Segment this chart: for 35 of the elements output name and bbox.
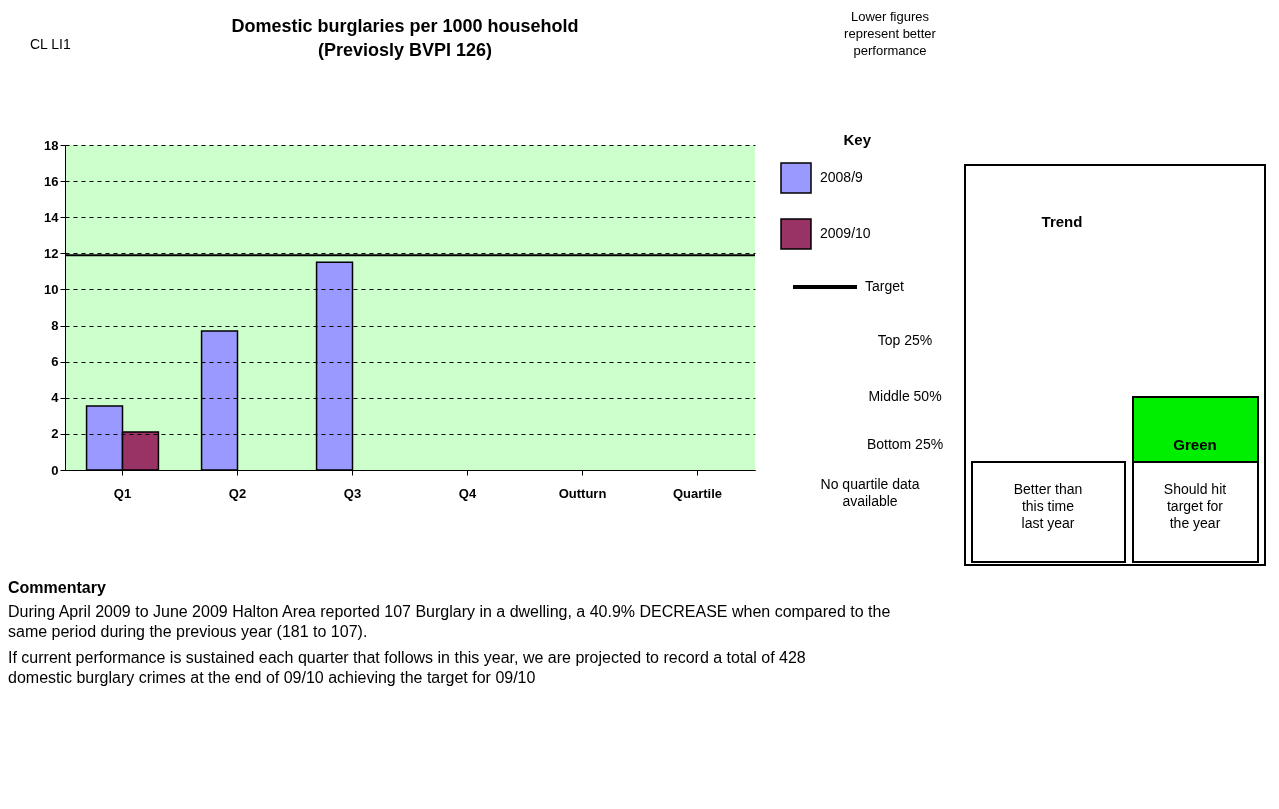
legend-label: Target bbox=[865, 278, 905, 294]
y-tick-label: 0 bbox=[51, 462, 59, 478]
y-tick-label: 18 bbox=[44, 137, 59, 153]
y-tick-label: 14 bbox=[44, 209, 60, 225]
text: CL LI1 bbox=[30, 36, 71, 52]
y-tick-label: 6 bbox=[51, 354, 59, 370]
legend-label: 2008/9 bbox=[820, 169, 864, 185]
y-tick-label: 2 bbox=[51, 426, 59, 442]
text: Top 25% bbox=[877, 332, 933, 348]
text: Commentary bbox=[8, 579, 106, 596]
x-tick-label: Quartile bbox=[672, 485, 723, 501]
y-tick-label: 4 bbox=[51, 390, 60, 406]
x-tick-label: Outturn bbox=[558, 485, 607, 501]
legend-label: 2009/10 bbox=[820, 225, 871, 241]
x-tick-label: Q2 bbox=[228, 485, 247, 501]
chart-subtitle: (Previosly BVPI 126) bbox=[317, 40, 493, 60]
text: Better than this time last year bbox=[1013, 481, 1083, 531]
text: If current performance is sustained each quarter that follows in this year, we are projected to record a total of 428 domestic burglary crimes at the end of 09/10 achieving the target for 09/10 bbox=[8, 649, 806, 686]
x-tick-label: Q1 bbox=[113, 485, 132, 501]
text: Green bbox=[1173, 436, 1217, 453]
y-tick-label: 16 bbox=[44, 173, 59, 189]
x-tick-label: Q3 bbox=[343, 485, 362, 501]
text: Trend bbox=[1041, 213, 1083, 230]
legend-title: Key bbox=[843, 131, 872, 148]
y-tick-label: 8 bbox=[51, 318, 59, 334]
y-tick-label: 12 bbox=[44, 245, 59, 261]
x-tick-label: Q4 bbox=[458, 485, 477, 501]
text: Lower figures represent better performance bbox=[844, 9, 937, 58]
text: Middle 50% bbox=[868, 388, 942, 404]
text: Bottom 25% bbox=[866, 436, 944, 452]
chart-title: Domestic burglaries per 1000 household bbox=[231, 16, 579, 36]
y-tick-label: 10 bbox=[44, 281, 59, 297]
text: No quartile data available bbox=[820, 476, 920, 509]
text: Should hit target for the year bbox=[1163, 481, 1227, 531]
text: During April 2009 to June 2009 Halton Area reported 107 Burglary in a dwelling, a 40.9% DECREASE when compared to the same period during the previous year (181 to 107). bbox=[8, 603, 891, 640]
